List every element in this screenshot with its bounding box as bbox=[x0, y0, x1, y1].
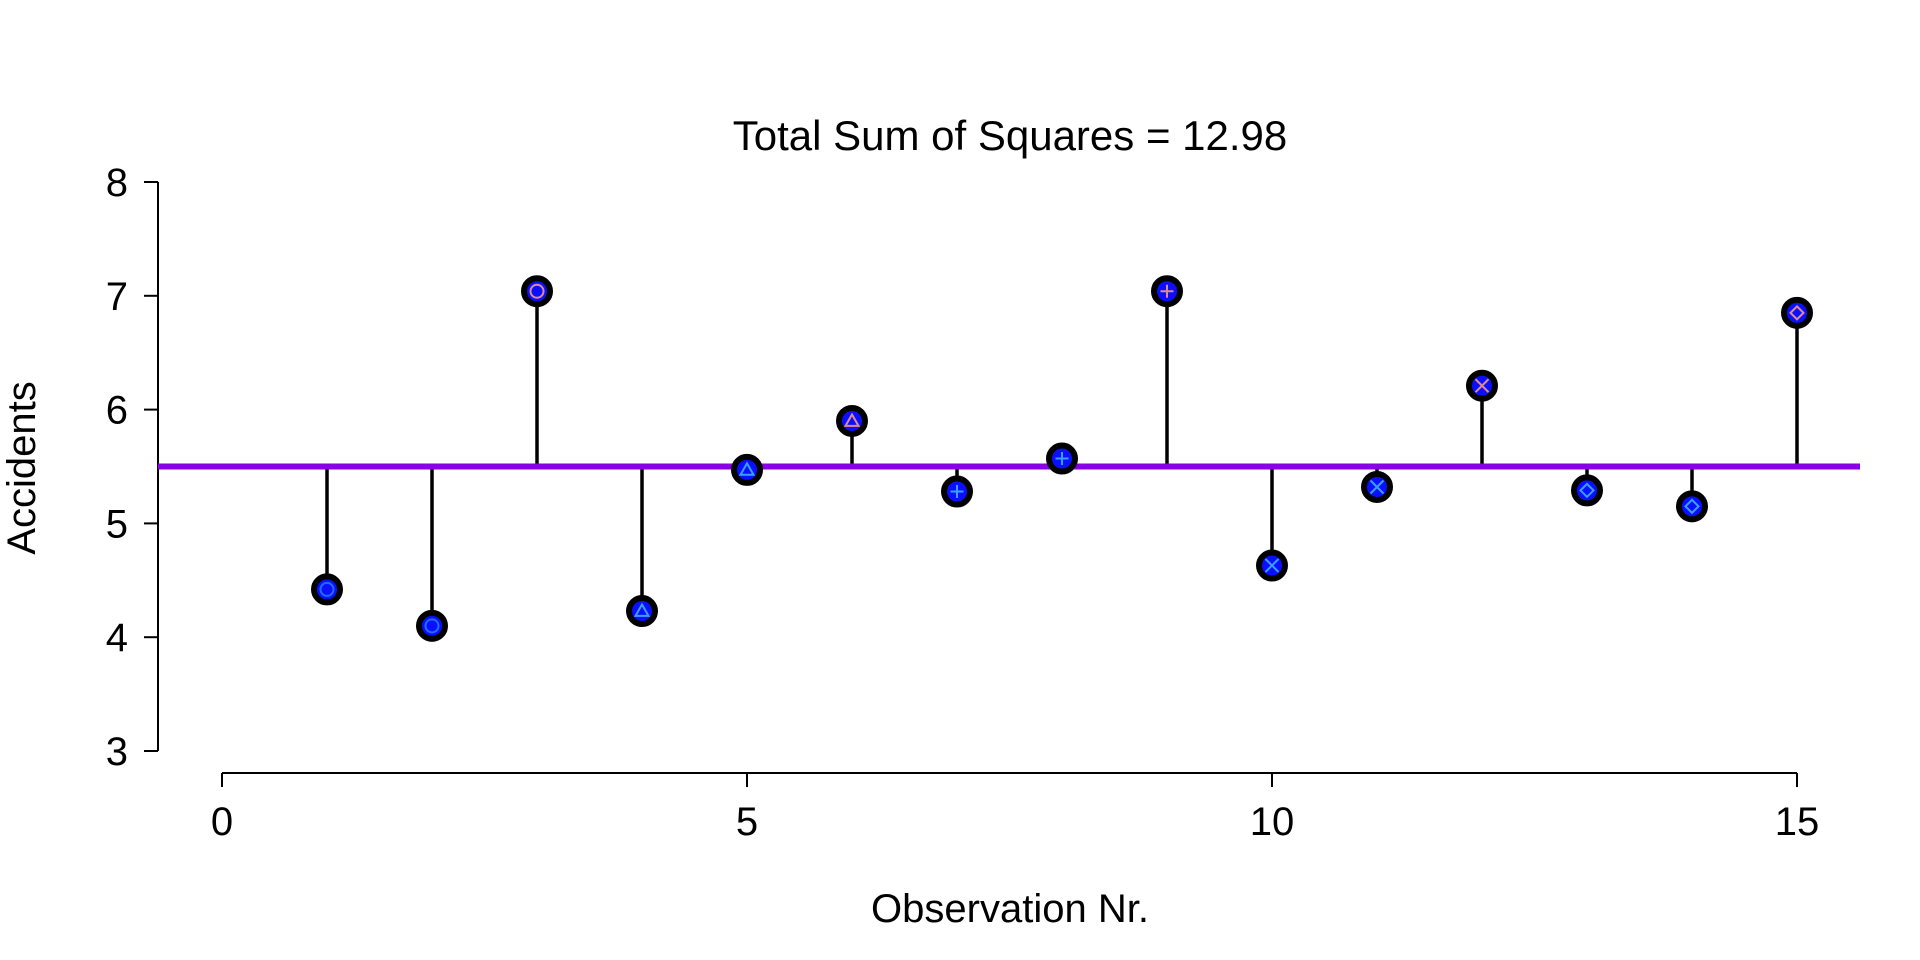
data-points bbox=[311, 275, 1813, 642]
chart-title: Total Sum of Squares = 12.98 bbox=[733, 112, 1288, 159]
y-tick-label: 4 bbox=[106, 616, 128, 660]
point-marker bbox=[626, 595, 658, 628]
point-glyph bbox=[529, 283, 545, 299]
point-glyph bbox=[1684, 498, 1700, 515]
y-axis: 3 4 5 6 7 8 bbox=[106, 161, 159, 774]
x-tick-label: 5 bbox=[736, 800, 758, 844]
point-marker bbox=[416, 609, 448, 642]
point-glyph bbox=[843, 412, 861, 427]
point-glyph bbox=[1789, 304, 1805, 321]
point-marker bbox=[836, 404, 868, 437]
point-glyph bbox=[950, 485, 964, 499]
point-glyph bbox=[633, 602, 651, 617]
data-point bbox=[311, 573, 343, 606]
data-point bbox=[521, 275, 553, 308]
point-glyph bbox=[738, 461, 756, 476]
data-point bbox=[1361, 470, 1393, 503]
data-point bbox=[626, 595, 658, 628]
point-marker bbox=[521, 275, 553, 308]
x-tick-label: 0 bbox=[211, 800, 233, 844]
y-tick-label: 6 bbox=[106, 389, 128, 433]
x-tick-label: 10 bbox=[1250, 800, 1295, 844]
data-point bbox=[1046, 442, 1078, 475]
data-point bbox=[1571, 474, 1603, 507]
y-tick-label: 5 bbox=[106, 502, 128, 546]
data-point bbox=[836, 404, 868, 437]
point-marker bbox=[1676, 490, 1708, 523]
x-tick-label: 15 bbox=[1775, 800, 1820, 844]
x-axis: 0 5 10 15 bbox=[211, 772, 1820, 844]
point-glyph bbox=[1160, 284, 1174, 298]
point-glyph bbox=[1369, 479, 1385, 495]
data-point bbox=[1781, 296, 1813, 329]
x-axis-label: Observation Nr. bbox=[871, 887, 1149, 931]
y-tick-label: 8 bbox=[106, 161, 128, 205]
data-point bbox=[1256, 549, 1288, 582]
data-point bbox=[1151, 275, 1183, 308]
data-point bbox=[731, 453, 763, 486]
point-marker bbox=[1781, 296, 1813, 329]
data-point bbox=[941, 475, 973, 508]
point-glyph bbox=[424, 618, 440, 634]
data-point bbox=[1676, 490, 1708, 523]
y-tick-label: 3 bbox=[106, 730, 128, 774]
point-marker bbox=[731, 453, 763, 486]
point-glyph bbox=[1474, 378, 1490, 393]
point-marker bbox=[1571, 474, 1603, 507]
y-axis-label: Accidents bbox=[0, 381, 44, 554]
point-glyph bbox=[1055, 452, 1069, 466]
data-point bbox=[416, 609, 448, 642]
y-tick-label: 7 bbox=[106, 275, 128, 319]
point-glyph bbox=[1264, 558, 1280, 573]
data-point bbox=[1466, 369, 1498, 402]
point-glyph bbox=[319, 581, 335, 597]
point-glyph bbox=[1579, 482, 1595, 499]
point-marker bbox=[311, 573, 343, 606]
